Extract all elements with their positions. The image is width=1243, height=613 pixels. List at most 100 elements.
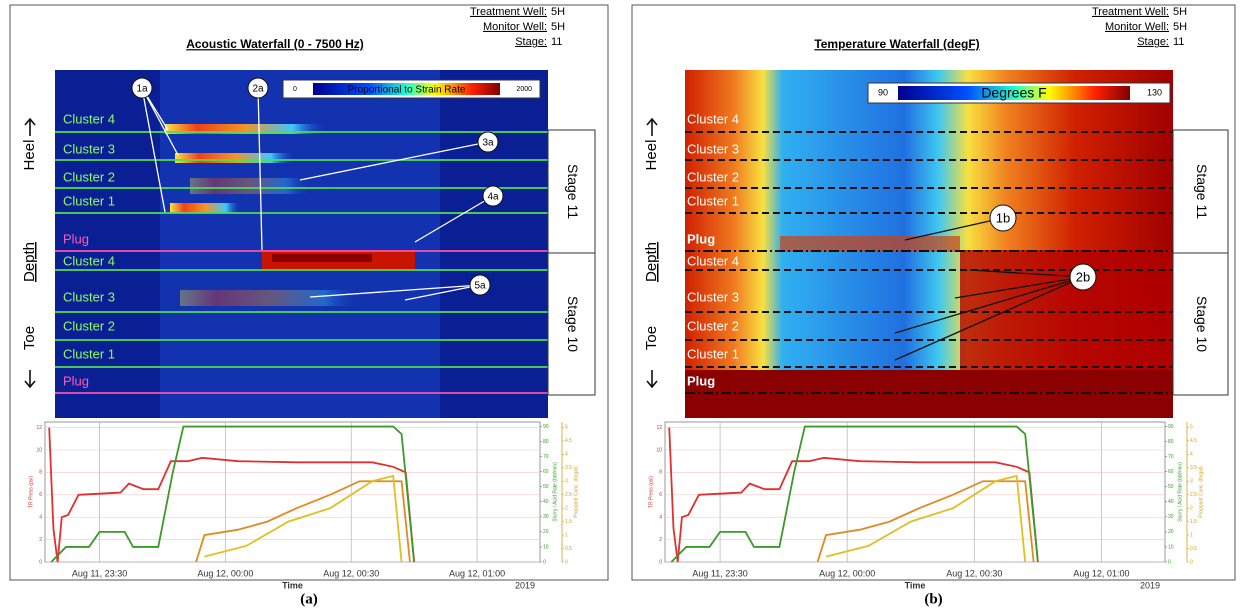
colorbar xyxy=(313,83,500,95)
up-arrow xyxy=(646,117,658,136)
x-tick-label: Aug 12, 00:30 xyxy=(946,568,1002,578)
zone-label: Cluster 3 xyxy=(63,141,115,156)
y3-tick-label: 1.5 xyxy=(1190,519,1197,525)
y3-tick-label: 4 xyxy=(565,452,568,458)
info-label: Treatment Well: xyxy=(470,6,547,18)
zone-label: Cluster 2 xyxy=(63,169,115,184)
y2-tick-label: 20 xyxy=(1168,529,1174,535)
y3-tick-label: 5 xyxy=(565,425,568,431)
x-tick-label: Aug 12, 00:00 xyxy=(197,568,253,578)
series-line xyxy=(195,480,411,563)
y2-tick-label: 30 xyxy=(1168,514,1174,520)
callout-arrow xyxy=(404,284,481,301)
callout-label: 5a xyxy=(474,281,486,292)
y2-tick-label: 70 xyxy=(1168,454,1174,460)
y3-axis-title: Proppant Conc. (lb/gal) xyxy=(1198,466,1204,518)
series-line xyxy=(816,480,1035,563)
y2-tick-label: 10 xyxy=(1168,544,1174,550)
y3-tick-label: 4 xyxy=(1190,452,1193,458)
heatmap-streak xyxy=(170,203,240,213)
heatmap-streak xyxy=(175,153,295,163)
y-tick-label: 6 xyxy=(39,492,42,498)
y2-tick-label: 40 xyxy=(543,499,549,505)
callout-arrow xyxy=(299,141,489,181)
zone-label: Plug xyxy=(687,231,715,246)
x-tick-label: Aug 12, 01:00 xyxy=(1073,568,1129,578)
year-label: 2019 xyxy=(515,580,535,590)
y-tick-label: 4 xyxy=(659,515,662,521)
y-tick-label: 4 xyxy=(39,515,42,521)
heatmap-streak xyxy=(190,178,310,194)
callout-circle xyxy=(247,77,269,99)
info-value: 5H xyxy=(551,6,565,18)
y2-tick-label: 60 xyxy=(543,469,549,475)
y2-tick-label: 70 xyxy=(543,454,549,460)
colorbar-max: 2000 xyxy=(516,86,532,93)
y2-tick-label: 60 xyxy=(1168,469,1174,475)
series-line xyxy=(670,425,1039,563)
zone-label: Cluster 4 xyxy=(687,253,739,268)
zone-label: Cluster 2 xyxy=(687,169,739,184)
info-label: Stage: xyxy=(515,36,547,48)
up-arrow xyxy=(24,117,36,136)
series-line xyxy=(825,474,1027,563)
y3-tick-label: 5 xyxy=(1190,425,1193,431)
y2-tick-label: 90 xyxy=(543,424,549,430)
stage-box xyxy=(1172,129,1229,254)
zone-label: Cluster 4 xyxy=(63,111,115,126)
info-value: 11 xyxy=(1173,36,1184,48)
y3-tick-label: 1 xyxy=(1190,532,1193,538)
y3-tick-label: 3.5 xyxy=(1190,465,1197,471)
stage-label: Stage 11 xyxy=(565,164,581,219)
colorbar-label: Degrees F xyxy=(981,85,1046,101)
y-tick-label: 10 xyxy=(36,447,42,453)
depth-label: Depth xyxy=(21,242,38,282)
y3-tick-label: 3 xyxy=(565,479,568,485)
callout-arrow xyxy=(954,276,1084,299)
callout-label: 1b xyxy=(996,210,1010,225)
zone-label: Cluster 3 xyxy=(687,289,739,304)
zone-label: Cluster 3 xyxy=(687,141,739,156)
zone-label: Cluster 2 xyxy=(687,318,739,333)
y2-tick-label: 50 xyxy=(543,484,549,490)
depth-label: Depth xyxy=(643,242,660,282)
stage-box xyxy=(1172,252,1229,396)
series-line xyxy=(668,427,1039,563)
y3-tick-label: 1 xyxy=(565,532,568,538)
heatmap-plug xyxy=(780,236,960,252)
callout-circle xyxy=(477,131,499,153)
stage-label: Stage 10 xyxy=(565,296,581,352)
zone-label: Cluster 1 xyxy=(687,346,739,361)
zone-label: Plug xyxy=(687,373,715,388)
y-tick-label: 2 xyxy=(39,537,42,543)
info-label: Monitor Well: xyxy=(1105,21,1169,33)
stage-label: Stage 10 xyxy=(1194,296,1210,352)
caption: (a) xyxy=(300,591,318,607)
y3-tick-label: 3 xyxy=(1190,479,1193,485)
info-value: 5H xyxy=(1173,21,1187,33)
y2-tick-label: 80 xyxy=(1168,439,1174,445)
x-axis-title: Time xyxy=(905,580,926,590)
y-tick-label: 10 xyxy=(656,447,662,453)
y-tick-label: 12 xyxy=(656,425,662,431)
y-axis-title: TR Press (psi) xyxy=(28,476,34,508)
y2-tick-label: 90 xyxy=(1168,424,1174,430)
y-tick-label: 6 xyxy=(659,492,662,498)
y3-tick-label: 2.5 xyxy=(565,492,572,498)
zone-label: Cluster 4 xyxy=(63,253,115,268)
y2-tick-label: 0 xyxy=(1168,559,1171,565)
y3-tick-label: 4.5 xyxy=(565,438,572,444)
depth-label: Toe xyxy=(643,326,660,350)
y2-tick-label: 0 xyxy=(543,559,546,565)
y-tick-label: 12 xyxy=(36,425,42,431)
callout-arrow xyxy=(414,195,494,243)
callout-arrow xyxy=(969,269,1084,278)
zone-label: Cluster 3 xyxy=(63,289,115,304)
stage-box xyxy=(547,252,596,396)
x-tick-label: Aug 11, 23:30 xyxy=(72,568,127,578)
callout-arrow xyxy=(257,87,263,251)
zone-label: Cluster 1 xyxy=(63,193,115,208)
caption: (b) xyxy=(924,591,942,607)
y2-axis-title: Slurry / Acid Rate (bbl/min) xyxy=(552,462,558,522)
